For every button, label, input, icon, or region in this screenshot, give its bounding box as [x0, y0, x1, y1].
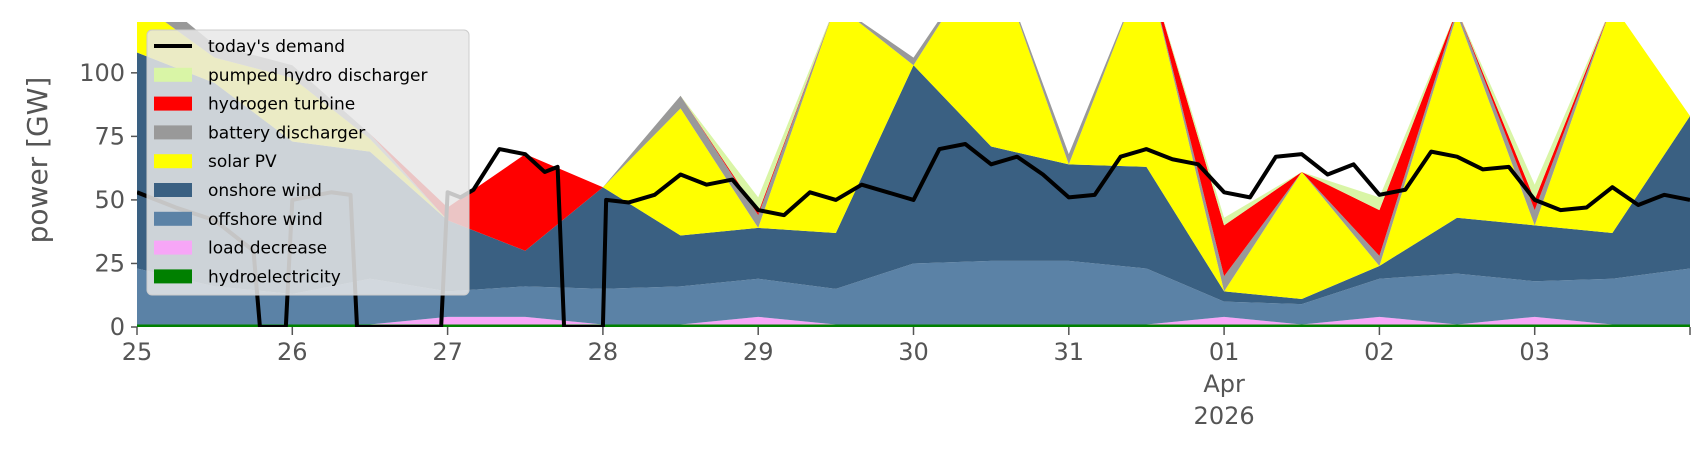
x-axis: 25 26 27 28 29 30 31 01 Apr 2026 02 03: [122, 327, 1691, 430]
legend-swatch: [154, 125, 192, 140]
legend-entry: onshore wind: [208, 181, 322, 201]
y-tick-label: 50: [94, 186, 125, 214]
legend-swatch: [154, 96, 192, 111]
x-tick-label: 25: [122, 338, 153, 366]
area-hydroelectricity: [137, 324, 1690, 327]
legend-entry: hydroelectricity: [208, 267, 341, 287]
legend-entry: pumped hydro discharger: [208, 66, 427, 86]
x-tick-label: 02: [1364, 338, 1395, 366]
x-tick-label: 01: [1209, 338, 1240, 366]
area-solar-pv: [137, 22, 1690, 300]
x-tick-label: 03: [1519, 338, 1550, 366]
area-load-decrease: [137, 316, 1690, 325]
area-offshore-wind: [137, 260, 1690, 325]
legend-entry: battery discharger: [208, 123, 365, 143]
legend-swatch: [154, 269, 192, 284]
legend-swatch: [154, 67, 192, 82]
legend-swatch: [154, 183, 192, 197]
legend-swatch: [154, 211, 192, 226]
legend-entry: load decrease: [208, 239, 327, 259]
y-tick-label: 75: [94, 122, 125, 150]
x-tick-year-label: 2026: [1194, 402, 1255, 430]
legend-entry: today's demand: [208, 37, 345, 57]
legend-entry: solar PV: [208, 152, 277, 172]
y-tick-label: 25: [94, 249, 125, 277]
y-axis-label: power [GW]: [21, 77, 54, 244]
x-tick-label: 30: [898, 338, 929, 366]
area-onshore-wind: [137, 52, 1690, 305]
x-tick-label: 29: [743, 338, 774, 366]
x-tick-month-label: Apr: [1203, 370, 1245, 398]
legend-swatch: [154, 154, 192, 169]
x-tick-label: 28: [588, 338, 619, 366]
y-tick-label: 100: [79, 59, 125, 87]
area-hydrogen-turbine: [186, 22, 1690, 277]
x-tick-label: 31: [1054, 338, 1085, 366]
x-tick-label: 26: [277, 338, 308, 366]
y-axis: 0 25 50 75 100: [79, 59, 137, 341]
legend-entry: hydrogen turbine: [208, 95, 355, 115]
legend-box: [146, 29, 470, 296]
legend-swatch: [154, 240, 192, 255]
legend-entry: offshore wind: [208, 210, 323, 230]
y-tick-label: 0: [110, 313, 125, 341]
legend: today's demand pumped hydro discharger hyd…: [146, 29, 470, 296]
x-tick-label: 27: [432, 338, 463, 366]
